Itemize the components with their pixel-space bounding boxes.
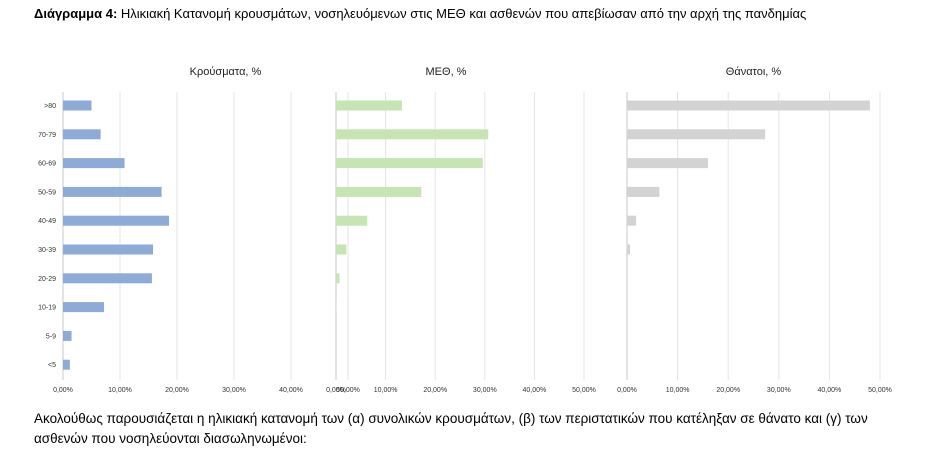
bar-3-4: [627, 215, 637, 226]
bar-2-5: [336, 244, 347, 255]
bar-1-5: [63, 244, 154, 255]
bar-1-2: [63, 158, 125, 169]
y-category-label-7: 10-19: [38, 305, 56, 312]
y-category-label-3: 50-59: [38, 189, 56, 196]
bar-3-2: [627, 158, 708, 169]
x-tick-label-2-0: 0,00%: [326, 387, 346, 394]
bar-2-2: [336, 158, 483, 169]
bar-2-3: [336, 186, 422, 197]
y-category-label-0: >80: [44, 103, 56, 110]
chart-area: Κρούσματα, % 0,00% 10,00% 20,00% 30,00% 40,00…: [38, 66, 892, 394]
panel-title-2: ΜΕΘ, %: [426, 66, 467, 78]
x-tick-label-2-3: 30,00%: [473, 387, 497, 394]
figure-title: Διάγραμμα 4: Ηλικιακή Κατανομή κρουσμάτω…: [34, 6, 806, 21]
x-tick-label-1-1: 10,00%: [108, 387, 132, 394]
y-category-label-5: 30-39: [38, 247, 56, 254]
footer-paragraph: Ακολούθως παρουσιάζεται η ηλικιακή καταν…: [34, 411, 868, 446]
bar-1-6: [63, 273, 152, 284]
y-category-label-2: 60-69: [38, 161, 56, 168]
y-category-label-6: 20-29: [38, 276, 56, 283]
x-tick-label-1-0: 0,00%: [53, 387, 73, 394]
x-tick-label-3-2: 20,00%: [716, 387, 740, 394]
x-tick-label-3-3: 30,00%: [767, 387, 791, 394]
x-tick-label-2-1: 10,00%: [374, 387, 398, 394]
bar-2-6: [336, 273, 340, 284]
bar-2-1: [336, 129, 489, 140]
x-tick-label-3-0: 0,00%: [617, 387, 637, 394]
y-category-label-9: <5: [48, 362, 56, 369]
x-tick-label-3-4: 40,00%: [818, 387, 842, 394]
bar-1-8: [63, 330, 72, 341]
y-category-label-4: 40-49: [38, 218, 56, 225]
bar-3-1: [627, 129, 766, 140]
panel-title-3: Θάνατοι, %: [726, 66, 782, 78]
bar-1-4: [63, 215, 170, 226]
x-tick-label-1-4: 40,00%: [279, 387, 303, 394]
bar-1-0: [63, 100, 92, 111]
bar-3-0: [627, 100, 870, 111]
panel-title-1: Κρούσματα, %: [190, 66, 262, 78]
x-tick-label-2-4: 40,00%: [523, 387, 547, 394]
bar-2-4: [336, 215, 368, 226]
figure-title-text: Ηλικιακή Κατανομή κρουσμάτων, νοσηλευόμε…: [120, 6, 807, 21]
bar-1-1: [63, 129, 101, 140]
figure-title-prefix: Διάγραμμα 4:: [34, 6, 118, 21]
x-tick-label-1-3: 30,00%: [222, 387, 246, 394]
x-tick-label-3-5: 50,00%: [868, 387, 892, 394]
y-category-label-8: 5-9: [46, 333, 56, 340]
x-tick-label-1-2: 20,00%: [165, 387, 189, 394]
bar-3-5: [627, 244, 631, 255]
bar-1-3: [63, 186, 162, 197]
x-tick-label-1-5: 50,00%: [336, 387, 360, 394]
x-tick-label-2-2: 20,00%: [423, 387, 447, 394]
bar-2-0: [336, 100, 402, 111]
bar-1-9: [63, 359, 70, 370]
bar-3-3: [627, 186, 660, 197]
bar-1-7: [63, 302, 105, 313]
y-category-label-1: 70-79: [38, 132, 56, 139]
x-tick-label-3-1: 10,00%: [666, 387, 690, 394]
x-tick-label-2-5: 50,00%: [572, 387, 596, 394]
